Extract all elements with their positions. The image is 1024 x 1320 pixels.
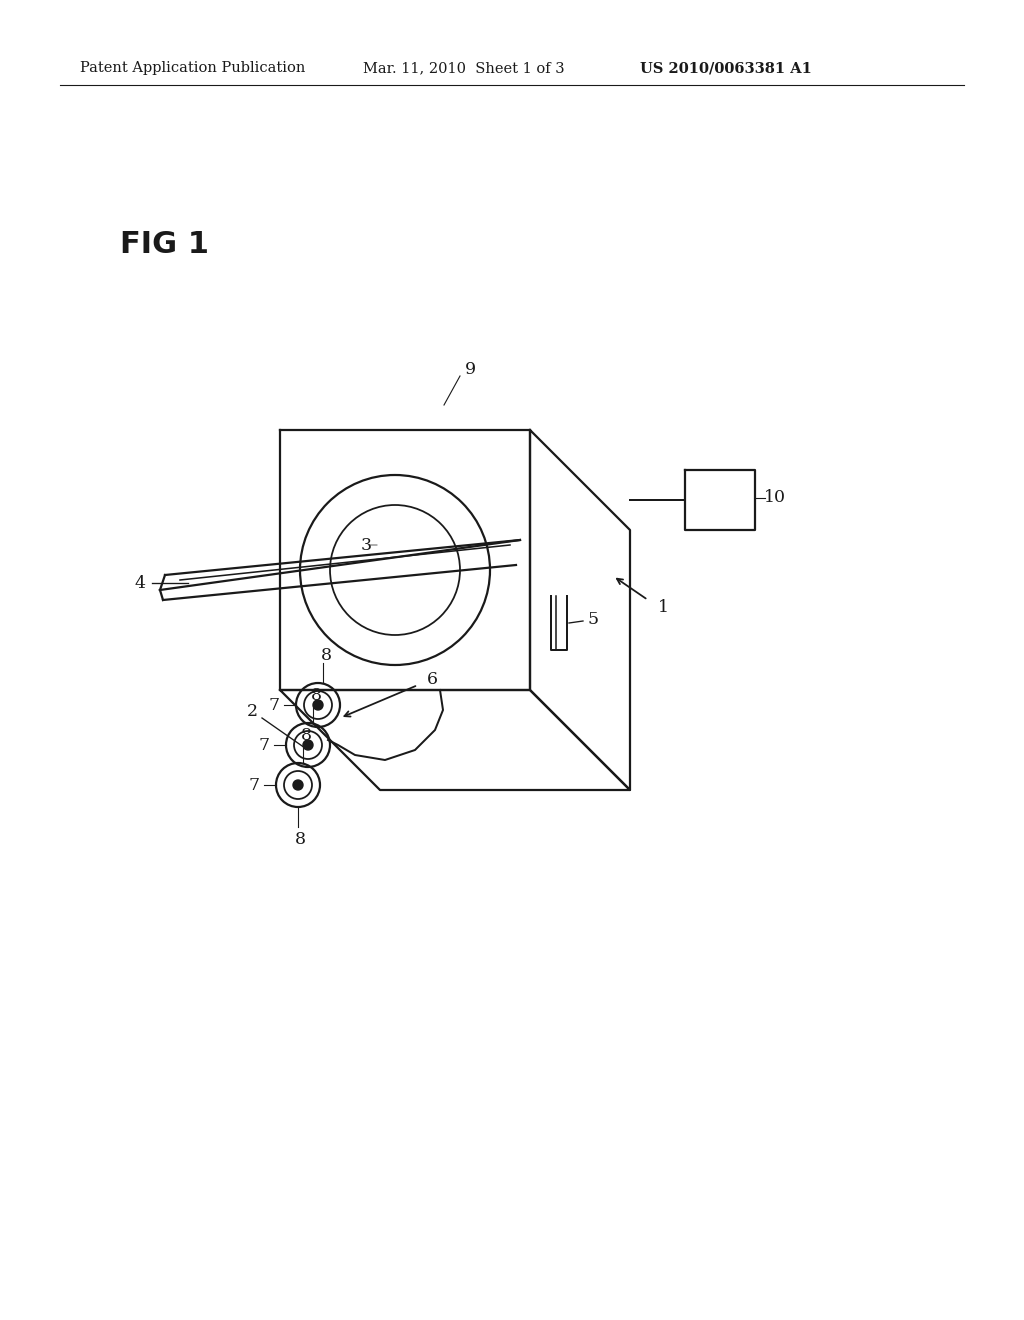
Text: 8: 8 — [310, 686, 322, 704]
Text: 8: 8 — [321, 647, 332, 664]
Circle shape — [303, 741, 313, 750]
Text: 6: 6 — [427, 672, 437, 689]
Circle shape — [313, 700, 323, 710]
Text: US 2010/0063381 A1: US 2010/0063381 A1 — [640, 61, 812, 75]
Text: 7: 7 — [258, 737, 269, 754]
Text: 8: 8 — [295, 830, 305, 847]
Text: Patent Application Publication: Patent Application Publication — [80, 61, 305, 75]
Text: 7: 7 — [268, 697, 280, 714]
Text: 3: 3 — [360, 536, 372, 553]
Text: 8: 8 — [300, 726, 311, 743]
Text: Mar. 11, 2010  Sheet 1 of 3: Mar. 11, 2010 Sheet 1 of 3 — [362, 61, 564, 75]
Circle shape — [293, 780, 303, 789]
Text: 5: 5 — [588, 611, 599, 628]
Text: 2: 2 — [247, 704, 258, 721]
Text: 9: 9 — [465, 362, 475, 379]
Text: 4: 4 — [134, 574, 145, 591]
Text: 1: 1 — [657, 598, 669, 615]
Text: FIG 1: FIG 1 — [120, 230, 209, 259]
Text: 7: 7 — [249, 776, 259, 793]
Text: 10: 10 — [764, 490, 786, 507]
